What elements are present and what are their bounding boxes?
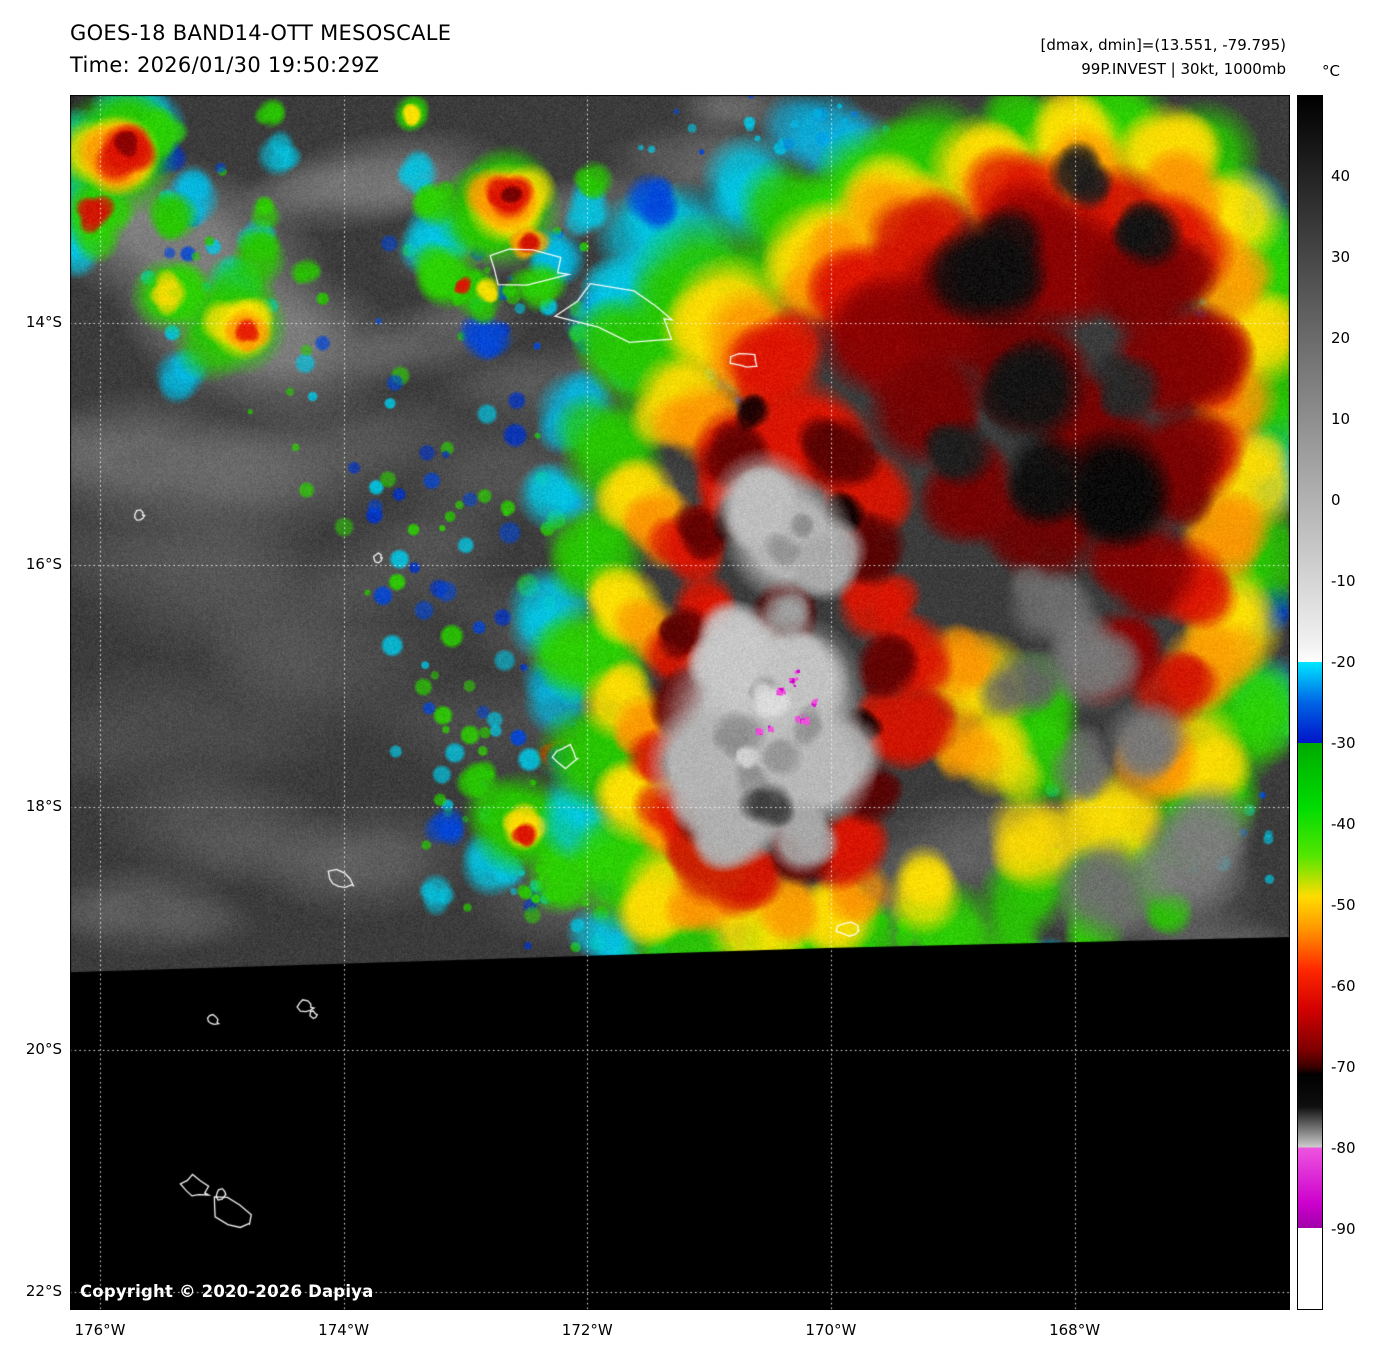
colorbar-tick-label: 40 [1331,167,1351,185]
colorbar-tick-label: 20 [1331,329,1351,347]
map-panel: Copyright © 2020-2026 Dapiya [70,95,1290,1310]
colorbar-tick-label: -30 [1331,734,1356,752]
lon-tick-label: 168°W [1049,1321,1101,1339]
lon-tick-label: 176°W [74,1321,126,1339]
colorbar-tick-label: -10 [1331,572,1356,590]
colorbar-tick-label: -90 [1331,1220,1356,1238]
dmax-dmin-readout: [dmax, dmin]=(13.551, -79.795) [1040,36,1286,54]
timestamp-label: Time: 2026/01/30 19:50:29Z [70,53,380,77]
copyright-label: Copyright © 2020-2026 Dapiya [80,1282,374,1301]
temperature-colorbar [1297,95,1323,1310]
colorbar-tick-label: -60 [1331,977,1356,995]
header-readouts: [dmax, dmin]=(13.551, -79.795) 99P.INVES… [1041,33,1286,81]
colorbar-tick-label: 0 [1331,491,1341,509]
colorbar-tick-label: -40 [1331,815,1356,833]
lat-tick-label: 20°S [25,1039,62,1058]
page-title: GOES-18 BAND14-OTT MESOSCALE [70,21,452,45]
colorbar-tick-label: 10 [1331,410,1351,428]
lat-tick-label: 18°S [25,797,62,816]
colorbar-tick-label: -20 [1331,653,1356,671]
colorbar-tick-label: 30 [1331,248,1351,266]
lat-tick-label: 14°S [25,313,62,332]
colorbar-unit-label: °C [1322,62,1340,80]
lon-tick-label: 174°W [318,1321,370,1339]
lon-tick-label: 170°W [805,1321,857,1339]
invest-readout: 99P.INVEST | 30kt, 1000mb [1081,60,1286,78]
satellite-image-canvas [70,95,1290,1310]
lat-tick-label: 22°S [25,1281,62,1300]
colorbar-tick-label: -80 [1331,1139,1356,1157]
colorbar-tick-label: -70 [1331,1058,1356,1076]
colorbar-tick-label: -50 [1331,896,1356,914]
lat-tick-label: 16°S [25,555,62,574]
lon-tick-label: 172°W [561,1321,613,1339]
